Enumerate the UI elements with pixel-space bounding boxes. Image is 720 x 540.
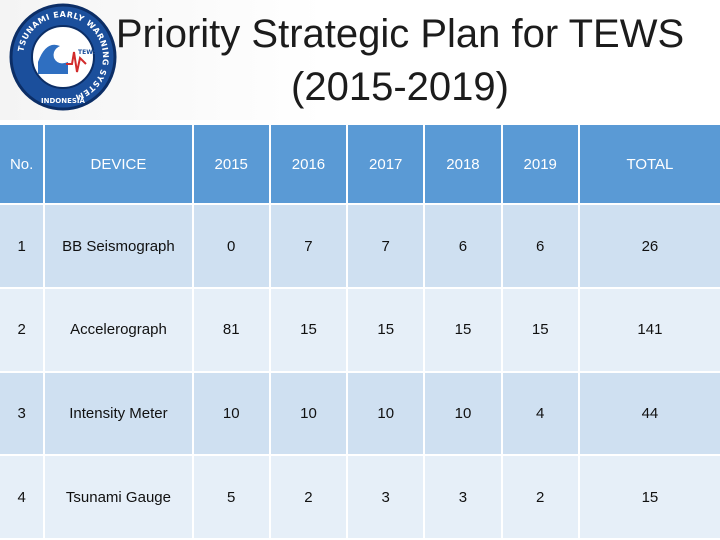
header-cell-device: DEVICE	[44, 125, 194, 206]
cell-2016: 10	[269, 371, 349, 457]
cell-2018: 10	[424, 371, 503, 457]
slide-title: Priority Strategic Plan for TEWS (2015-2…	[100, 8, 700, 114]
cell-no: 3	[0, 371, 46, 457]
cell-device: Intensity Meter	[44, 371, 194, 457]
cell-device: BB Seismograph	[44, 204, 194, 289]
logo-wave-icon	[38, 44, 68, 74]
cell-2019: 15	[501, 287, 580, 373]
title-line-1: Priority Strategic Plan for TEWS	[115, 12, 685, 56]
cell-no: 4	[0, 455, 46, 540]
cell-2015: 5	[192, 455, 271, 540]
cell-2019: 4	[501, 371, 580, 457]
cell-total: 15	[578, 455, 720, 540]
header-cell-2018: 2018	[424, 125, 503, 206]
cell-2016: 7	[269, 204, 349, 289]
cell-device: Tsunami Gauge	[44, 455, 194, 540]
table-row: 3 Intensity Meter 10 10 10 10 4 44	[0, 371, 720, 457]
header-cell-2016: 2016	[269, 125, 349, 206]
cell-2019: 6	[501, 204, 580, 289]
logo-bottom-text: INDONESIA	[41, 97, 86, 105]
tews-logo: TSUNAMI EARLY WARNING SYSTEM INDONESIA T…	[9, 3, 117, 111]
cell-2016: 15	[269, 287, 349, 373]
plan-table-container: No. DEVICE 2015 2016 2017 2018 2019 TOTA…	[0, 125, 720, 540]
cell-2018: 6	[424, 204, 503, 289]
cell-2015: 10	[192, 371, 271, 457]
header-band: TSUNAMI EARLY WARNING SYSTEM INDONESIA T…	[0, 0, 720, 120]
cell-device: Accelerograph	[44, 287, 194, 373]
title-line-2: (2015-2019)	[291, 65, 509, 109]
cell-2017: 10	[347, 371, 426, 457]
table-header-row: No. DEVICE 2015 2016 2017 2018 2019 TOTA…	[0, 125, 720, 206]
cell-2018: 15	[424, 287, 503, 373]
cell-2016: 2	[269, 455, 349, 540]
cell-total: 26	[578, 204, 720, 289]
cell-2017: 7	[347, 204, 426, 289]
table-row: 4 Tsunami Gauge 5 2 3 3 2 15	[0, 455, 720, 540]
table-row: 2 Accelerograph 81 15 15 15 15 141	[0, 287, 720, 373]
logo-center-text: TEWS	[78, 49, 97, 56]
cell-2015: 81	[192, 287, 271, 373]
cell-no: 1	[0, 204, 46, 289]
cell-total: 141	[578, 287, 720, 373]
cell-2018: 3	[424, 455, 503, 540]
table-row: 1 BB Seismograph 0 7 7 6 6 26	[0, 204, 720, 289]
cell-2017: 15	[347, 287, 426, 373]
logo-seismograph-icon	[66, 51, 87, 73]
header-cell-total: TOTAL	[578, 125, 720, 206]
header-cell-2017: 2017	[347, 125, 426, 206]
header-cell-2015: 2015	[192, 125, 271, 206]
cell-total: 44	[578, 371, 720, 457]
cell-no: 2	[0, 287, 46, 373]
header-cell-2019: 2019	[501, 125, 580, 206]
cell-2019: 2	[501, 455, 580, 540]
header-cell-no: No.	[0, 125, 46, 206]
cell-2015: 0	[192, 204, 271, 289]
plan-table: No. DEVICE 2015 2016 2017 2018 2019 TOTA…	[0, 125, 720, 540]
cell-2017: 3	[347, 455, 426, 540]
